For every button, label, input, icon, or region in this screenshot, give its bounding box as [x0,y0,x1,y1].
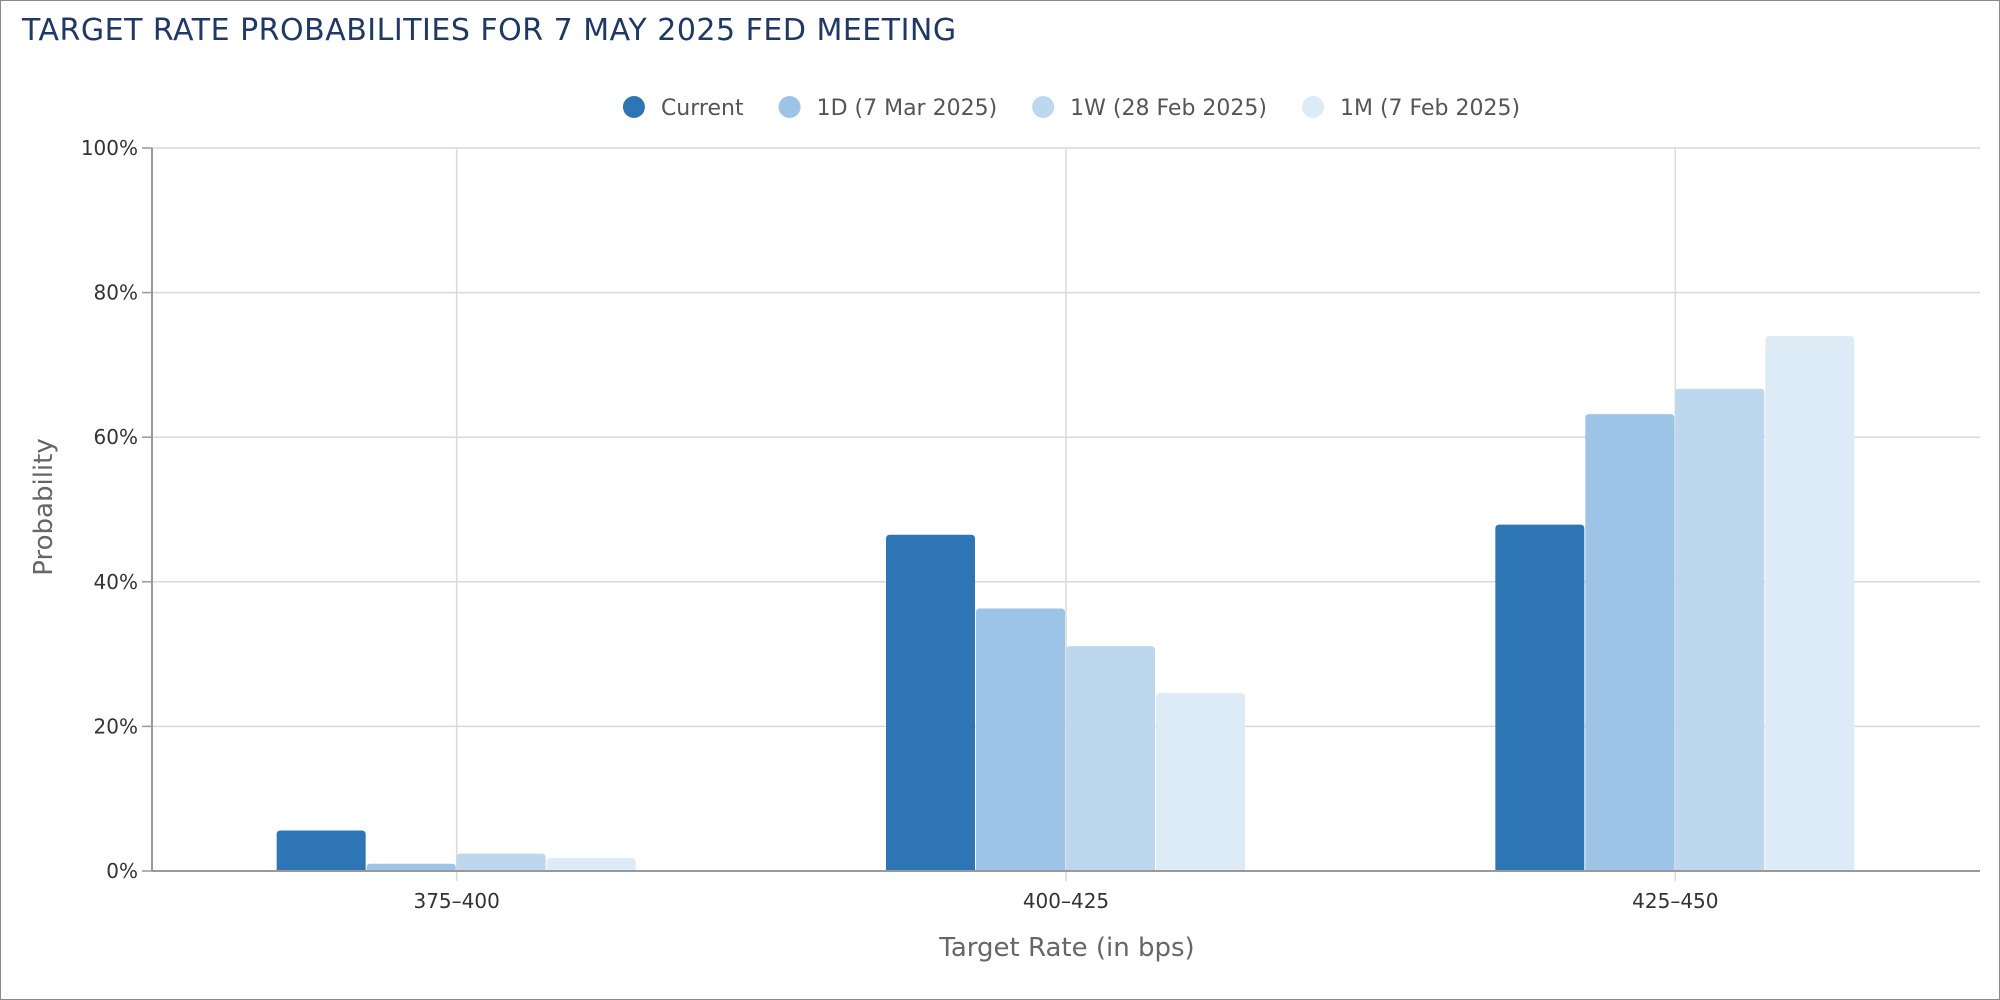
bar[interactable]: 1D (7 Mar 2025) 425-450: 63.2% [1585,414,1675,871]
bar[interactable]: 1D (7 Mar 2025) 375-400: 1% [366,863,456,871]
y-tick-label: 100% [81,136,138,160]
legend-label: 1D (7 Mar 2025) [817,96,998,121]
y-tick-label: 40% [94,570,138,594]
bar[interactable]: 1W (28 Feb 2025) 425-450: 66.7% [1675,388,1765,871]
legend-marker [778,96,801,118]
bar[interactable]: 1M (7 Feb 2025) 400-425: 24.6% [1156,693,1245,871]
y-tick-label: 80% [94,281,138,305]
bar[interactable]: 1W (28 Feb 2025) 400-425: 31.1% [1066,646,1155,871]
bar[interactable]: Current 425-450: 47.9% [1495,524,1585,871]
x-tick-label: 375–400 [413,889,499,913]
legend-label: Current [661,96,744,121]
bar[interactable]: 1M (7 Feb 2025) 375-400: 1.8% [546,857,636,871]
y-axis-title: Probability [29,438,59,575]
y-tick-label: 20% [94,714,138,738]
legend-marker [1032,96,1055,118]
legend-label: 1W (28 Feb 2025) [1070,96,1267,121]
legend-item[interactable]: 1W (28 Feb 2025) [1032,96,1267,121]
bar[interactable]: Current 400-425: 46.5% [886,534,975,871]
x-tick-label: 425–450 [1632,889,1718,913]
x-axis-title: Target Rate (in bps) [938,933,1194,963]
bar[interactable]: 1M (7 Feb 2025) 425-450: 74% [1765,335,1855,872]
legend-marker [622,96,645,118]
chart-title: TARGET RATE PROBABILITIES FOR 7 MAY 2025… [22,13,957,48]
bar[interactable]: 1W (28 Feb 2025) 375-400: 2.4% [456,853,546,871]
y-tick-label: 60% [94,425,138,449]
legend-item[interactable]: Current [622,96,744,121]
legend-item[interactable]: 1M (7 Feb 2025) [1302,96,1520,121]
x-tick-label: 400–425 [1023,889,1109,913]
bar[interactable]: 1D (7 Mar 2025) 400-425: 36.3% [976,608,1065,871]
legend-marker [1302,96,1324,118]
bar[interactable]: Current 375-400: 5.6% [276,830,366,871]
legend-item[interactable]: 1D (7 Mar 2025) [778,96,998,121]
y-tick-label: 0% [106,859,138,883]
legend-label: 1M (7 Feb 2025) [1340,96,1520,121]
